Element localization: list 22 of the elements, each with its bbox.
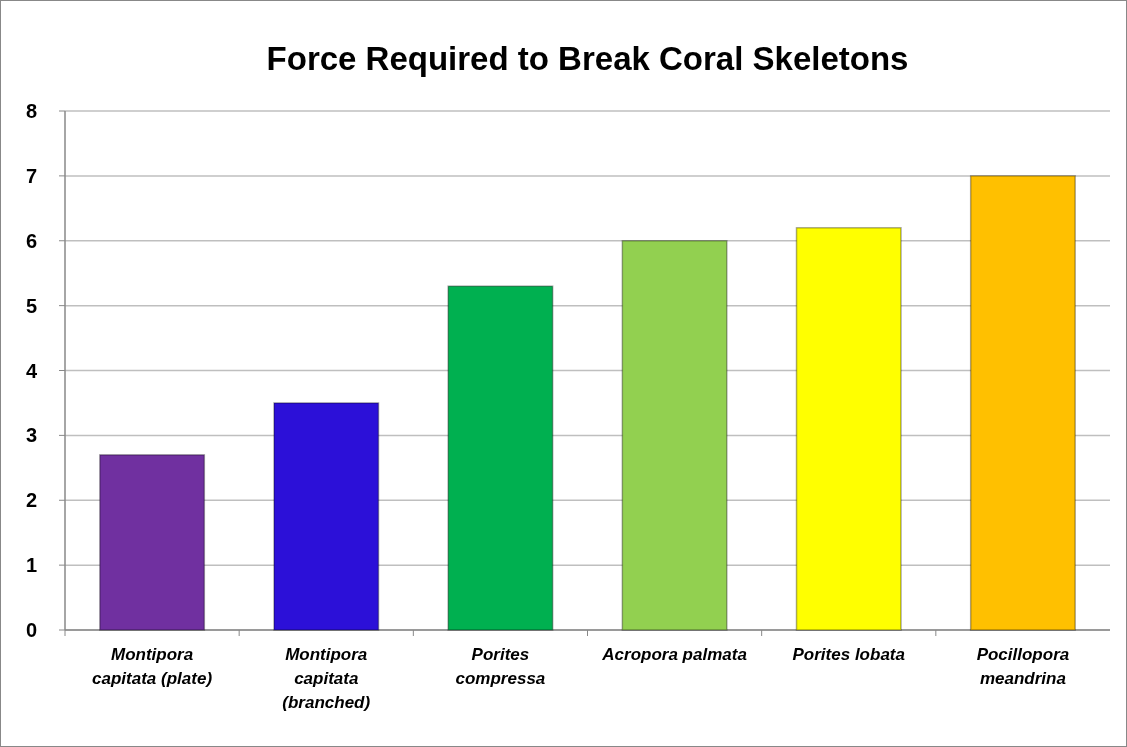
y-tick-label: 5 <box>25 294 37 317</box>
chart-title: Force Required to Break Coral Skeletons <box>266 40 909 77</box>
y-tick-label: 6 <box>25 229 37 252</box>
y-tick-label: 0 <box>25 619 37 641</box>
y-tick-label: 2 <box>25 489 37 512</box>
y-tick-label: 4 <box>25 359 38 382</box>
x-tick-label: Pocillopora meandrina <box>976 645 1070 688</box>
y-tick-label: 7 <box>25 164 37 187</box>
y-tick-label: 8 <box>25 100 37 122</box>
x-tick-label: Porites compressa <box>455 645 546 688</box>
bar <box>273 402 380 631</box>
x-tick-label: Acropora palmata <box>601 645 747 664</box>
y-tick-label: 1 <box>25 554 37 577</box>
bar <box>795 227 902 631</box>
bar <box>621 240 728 631</box>
x-tick-label: Montipora capitata (branched) <box>282 645 371 712</box>
bar <box>969 175 1076 631</box>
bar <box>447 285 554 631</box>
y-tick-label: 3 <box>25 424 37 447</box>
bar <box>99 454 206 631</box>
x-tick-label: Porites lobata <box>792 645 905 664</box>
x-tick-label: Montipora capitata (plate) <box>92 645 213 688</box>
